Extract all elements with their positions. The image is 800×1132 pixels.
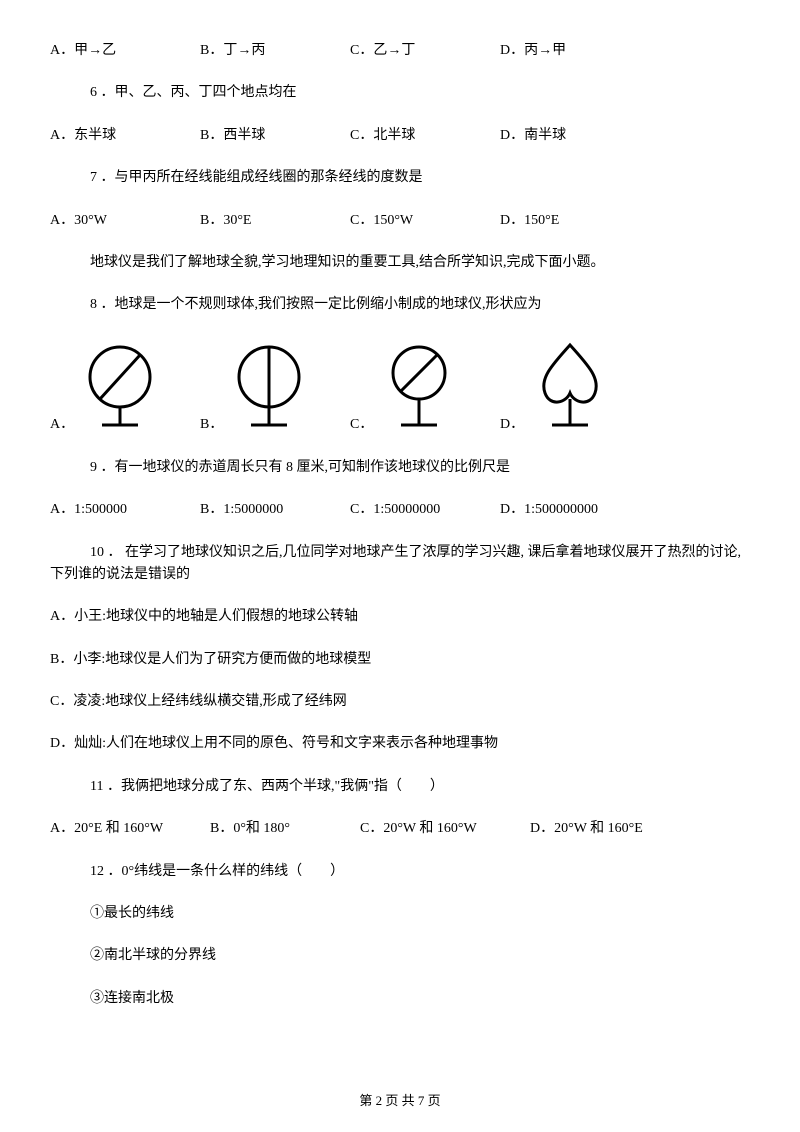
q9-opt-d: D．1:500000000 xyxy=(500,499,650,521)
q9-options: A．1:500000 B．1:5000000 C．1:50000000 D．1:… xyxy=(50,499,750,521)
q9-opt-a: A．1:500000 xyxy=(50,499,200,521)
q11-opt-c: C．20°W 和 160°W xyxy=(360,818,530,840)
q8-opt-b: B． xyxy=(200,337,350,437)
q10-opt-d: D．灿灿:人们在地球仪上用不同的原色、符号和文字来表示各种地理事物 xyxy=(50,733,750,755)
q8-opt-a-label: A． xyxy=(50,414,74,436)
spade-shape-icon xyxy=(530,337,610,437)
q12-item-2: ②南北半球的分界线 xyxy=(50,945,750,967)
q7-opt-b: B．30°E xyxy=(200,210,350,232)
q11-opt-d: D．20°W 和 160°E xyxy=(530,818,680,840)
q8-stem: 8 ．地球是一个不规则球体,我们按照一定比例缩小制成的地球仪,形状应为 xyxy=(50,294,750,316)
globe-vertical-icon xyxy=(229,337,309,437)
q6-stem: 6 ．甲、乙、丙、丁四个地点均在 xyxy=(50,82,750,104)
q9-stem: 9 ．有一地球仪的赤道周长只有 8 厘米,可知制作该地球仪的比例尺是 xyxy=(50,457,750,479)
globe-tilted-small-icon xyxy=(379,337,459,437)
q10-stem-line2: 下列谁的说法是错误的 xyxy=(50,567,190,582)
q10-opt-b: B．小李:地球仪是人们为了研究方便而做的地球模型 xyxy=(50,649,750,671)
q5-options: A．甲→乙 B．丁→丙 C．乙→丁 D．丙→甲 xyxy=(50,40,750,62)
q6-options: A．东半球 B．西半球 C．北半球 D．南半球 xyxy=(50,125,750,147)
q7-options: A．30°W B．30°E C．150°W D．150°E xyxy=(50,210,750,232)
globe-tilted-icon xyxy=(80,337,160,437)
q6-opt-c: C．北半球 xyxy=(350,125,500,147)
q5-opt-a: A．甲→乙 xyxy=(50,40,200,62)
q10-opt-a: A．小王:地球仪中的地轴是人们假想的地球公转轴 xyxy=(50,606,750,628)
q8-opt-c-label: C． xyxy=(350,414,373,436)
q10-stem-line1: 10 ． 在学习了地球仪知识之后,几位同学对地球产生了浓厚的学习兴趣, 课后拿着… xyxy=(50,545,741,560)
q10-opt-c: C．凌凌:地球仪上经纬线纵横交错,形成了经纬网 xyxy=(50,691,750,713)
q5-opt-d: D．丙→甲 xyxy=(500,40,650,62)
q12-item-3: ③连接南北极 xyxy=(50,988,750,1010)
q7-stem: 7 ．与甲丙所在经线能组成经线圈的那条经线的度数是 xyxy=(50,167,750,189)
page-footer: 第 2 页 共 7 页 xyxy=(0,1091,800,1112)
q6-opt-d: D．南半球 xyxy=(500,125,650,147)
q8-opt-d: D． xyxy=(500,337,650,437)
q9-opt-c: C．1:50000000 xyxy=(350,499,500,521)
q8-opt-c: C． xyxy=(350,337,500,437)
q8-opt-b-label: B． xyxy=(200,414,223,436)
q11-opt-a: A．20°E 和 160°W xyxy=(50,818,210,840)
q12-stem: 12 ．0°纬线是一条什么样的纬线（ ） xyxy=(50,861,750,883)
q9-opt-b: B．1:5000000 xyxy=(200,499,350,521)
q8-intro: 地球仪是我们了解地球全貌,学习地理知识的重要工具,结合所学知识,完成下面小题。 xyxy=(50,252,750,274)
q11-stem: 11 ．我俩把地球分成了东、西两个半球,"我俩"指（ ） xyxy=(50,776,750,798)
q7-opt-d: D．150°E xyxy=(500,210,650,232)
q7-opt-c: C．150°W xyxy=(350,210,500,232)
q8-opt-a: A． xyxy=(50,337,200,437)
q5-opt-c: C．乙→丁 xyxy=(350,40,500,62)
q6-opt-b: B．西半球 xyxy=(200,125,350,147)
q12-item-1: ①最长的纬线 xyxy=(50,903,750,925)
q10-stem: 10 ． 在学习了地球仪知识之后,几位同学对地球产生了浓厚的学习兴趣, 课后拿着… xyxy=(50,542,750,587)
q8-options: A． B． C． D． xyxy=(50,337,750,437)
q11-options: A．20°E 和 160°W B．0°和 180° C．20°W 和 160°W… xyxy=(50,818,750,840)
q11-opt-b: B．0°和 180° xyxy=(210,818,360,840)
q5-opt-b: B．丁→丙 xyxy=(200,40,350,62)
q8-opt-d-label: D． xyxy=(500,414,524,436)
q7-opt-a: A．30°W xyxy=(50,210,200,232)
q6-opt-a: A．东半球 xyxy=(50,125,200,147)
